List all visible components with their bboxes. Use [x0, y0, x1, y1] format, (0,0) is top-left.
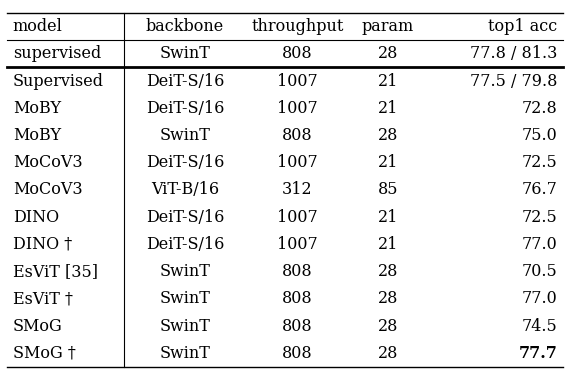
Text: SMoG †: SMoG † [13, 345, 76, 362]
Text: 72.5: 72.5 [522, 209, 557, 226]
Text: SwinT: SwinT [160, 263, 210, 280]
Text: param: param [362, 18, 414, 35]
Text: 75.0: 75.0 [522, 127, 557, 144]
Text: supervised: supervised [13, 45, 101, 62]
Text: MoBY: MoBY [13, 127, 61, 144]
Text: 1007: 1007 [277, 209, 318, 226]
Text: EsViT [35]: EsViT [35] [13, 263, 97, 280]
Text: 77.0: 77.0 [522, 290, 557, 307]
Text: 808: 808 [282, 345, 313, 362]
Text: 1007: 1007 [277, 73, 318, 90]
Text: 85: 85 [377, 182, 398, 198]
Text: 21: 21 [378, 73, 398, 90]
Text: MoCoV3: MoCoV3 [13, 154, 82, 171]
Text: DeiT-S/16: DeiT-S/16 [146, 73, 224, 90]
Text: SwinT: SwinT [160, 127, 210, 144]
Text: DeiT-S/16: DeiT-S/16 [146, 154, 224, 171]
Text: throughput: throughput [251, 18, 344, 35]
Text: 21: 21 [378, 236, 398, 253]
Text: 808: 808 [282, 317, 313, 334]
Text: 72.8: 72.8 [522, 100, 557, 117]
Text: 808: 808 [282, 263, 313, 280]
Text: DINO: DINO [13, 209, 59, 226]
Text: 1007: 1007 [277, 236, 318, 253]
Text: 21: 21 [378, 209, 398, 226]
Text: ViT-B/16: ViT-B/16 [151, 182, 219, 198]
Text: 77.8 / 81.3: 77.8 / 81.3 [470, 45, 557, 62]
Text: DeiT-S/16: DeiT-S/16 [146, 236, 224, 253]
Text: 28: 28 [378, 263, 398, 280]
Text: model: model [13, 18, 63, 35]
Text: EsViT †: EsViT † [13, 290, 73, 307]
Text: MoBY: MoBY [13, 100, 61, 117]
Text: MoCoV3: MoCoV3 [13, 182, 82, 198]
Text: 72.5: 72.5 [522, 154, 557, 171]
Text: top1 acc: top1 acc [488, 18, 557, 35]
Text: backbone: backbone [146, 18, 224, 35]
Text: 28: 28 [378, 317, 398, 334]
Text: SwinT: SwinT [160, 290, 210, 307]
Text: 808: 808 [282, 290, 313, 307]
Text: 28: 28 [378, 345, 398, 362]
Text: 312: 312 [282, 182, 313, 198]
Text: 21: 21 [378, 100, 398, 117]
Text: SwinT: SwinT [160, 45, 210, 62]
Text: SwinT: SwinT [160, 345, 210, 362]
Text: DINO †: DINO † [13, 236, 72, 253]
Text: DeiT-S/16: DeiT-S/16 [146, 209, 224, 226]
Text: 1007: 1007 [277, 154, 318, 171]
Text: 28: 28 [378, 45, 398, 62]
Text: 808: 808 [282, 127, 313, 144]
Text: 21: 21 [378, 154, 398, 171]
Text: 74.5: 74.5 [522, 317, 557, 334]
Text: 76.7: 76.7 [522, 182, 557, 198]
Text: 77.5 / 79.8: 77.5 / 79.8 [470, 73, 557, 90]
Text: 70.5: 70.5 [522, 263, 557, 280]
Text: SwinT: SwinT [160, 317, 210, 334]
Text: Supervised: Supervised [13, 73, 104, 90]
Text: 77.7: 77.7 [518, 345, 557, 362]
Text: 28: 28 [378, 290, 398, 307]
Text: 28: 28 [378, 127, 398, 144]
Text: 77.0: 77.0 [522, 236, 557, 253]
Text: 1007: 1007 [277, 100, 318, 117]
Text: SMoG: SMoG [13, 317, 63, 334]
Text: 808: 808 [282, 45, 313, 62]
Text: DeiT-S/16: DeiT-S/16 [146, 100, 224, 117]
